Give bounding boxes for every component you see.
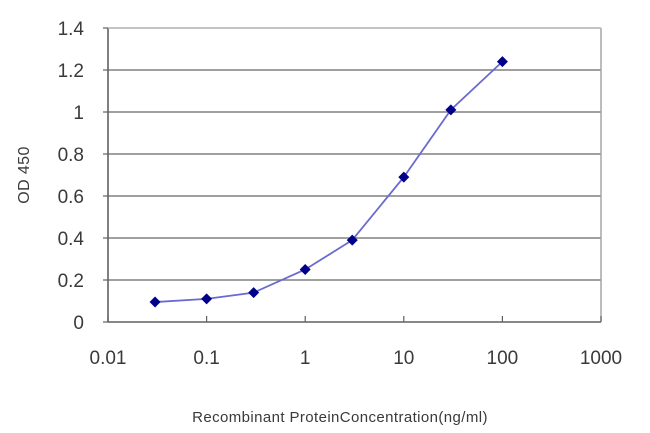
y-tick-label: 0	[73, 313, 84, 334]
diamond-marker-icon	[248, 287, 260, 299]
diamond-marker-icon	[496, 56, 508, 68]
x-tick-label: 1000	[580, 348, 622, 369]
diamond-marker-icon	[445, 104, 457, 116]
x-tick-label: 0.1	[193, 348, 219, 369]
y-tick-label: 1	[73, 103, 84, 124]
x-tick-label: 1	[300, 348, 311, 369]
y-tick-label: 0.8	[58, 145, 84, 166]
x-tick-label: 10	[393, 348, 414, 369]
y-axis-tick-labels: 0 0.2 0.4 0.6 0.8 1 1.2 1.4	[58, 19, 85, 334]
axes	[103, 27, 602, 323]
y-tick-label: 1.2	[58, 61, 84, 82]
diamond-marker-icon	[299, 264, 311, 275]
y-tick-label: 0.6	[58, 187, 84, 208]
y-tick-label: 0.4	[58, 229, 85, 250]
x-tick-label: 100	[487, 348, 519, 369]
y-axis-title: OD 450	[16, 146, 33, 204]
y-tick-label: 0.2	[58, 271, 84, 292]
data-series	[149, 56, 508, 308]
diamond-marker-icon	[201, 293, 213, 305]
x-tick-label: 0.01	[90, 348, 127, 369]
diamond-marker-icon	[149, 296, 161, 308]
diamond-marker-icon	[346, 234, 358, 246]
x-axis-tick-labels: 0.01 0.1 1 10 100 1000	[90, 348, 623, 369]
x-axis-title: Recombinant ProteinConcentration(ng/ml)	[192, 409, 488, 426]
y-tick-label: 1.4	[58, 19, 85, 40]
diamond-marker-icon	[398, 171, 410, 183]
series-line	[154, 60, 504, 303]
